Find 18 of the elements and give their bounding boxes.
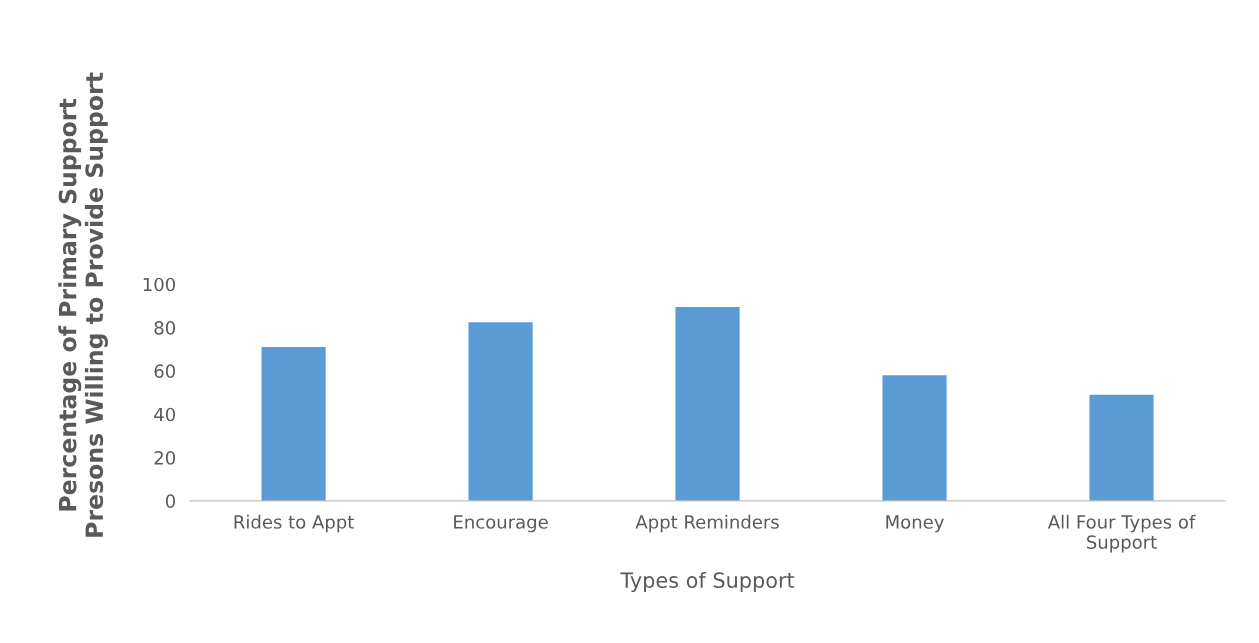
x-tick-label: Encourage	[454, 515, 548, 533]
y-tick-label: 60	[154, 364, 176, 378]
bar	[468, 322, 533, 501]
y-tick-label: 80	[154, 321, 176, 335]
x-tick-label: Money	[886, 515, 944, 533]
bar	[882, 375, 947, 501]
y-tick-label: 0	[165, 494, 176, 509]
y-tick-label: 20	[154, 451, 176, 465]
x-axis-title: Types of Support	[620, 571, 795, 593]
bar	[1089, 394, 1154, 501]
y-axis-title: Percentage of Primary Support Presons Willing to Provide Support	[58, 72, 108, 537]
bar	[261, 347, 326, 501]
y-tick-label: 100	[143, 277, 176, 292]
x-tick-label: Appt Reminders	[635, 514, 779, 533]
x-tick-label: Rides to Appt	[234, 514, 354, 533]
bar	[675, 306, 740, 501]
y-tick-label: 40	[154, 407, 176, 422]
x-tick-label: All Four Types of Support	[1047, 514, 1196, 553]
